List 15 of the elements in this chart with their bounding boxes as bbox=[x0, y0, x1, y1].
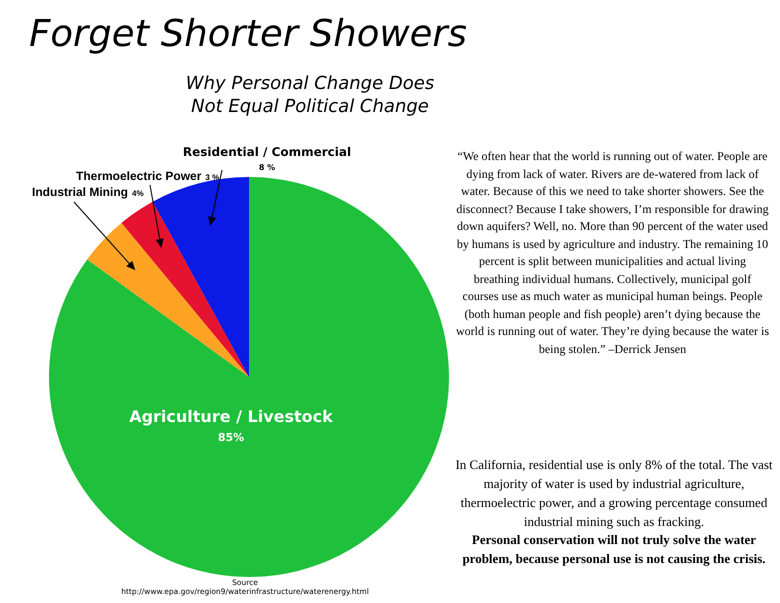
data-label: 4% bbox=[132, 189, 144, 198]
pie-slice bbox=[122, 202, 249, 377]
text: Personal conservation will not truly solve the water problem, because personal use is not causing the crisis. bbox=[461, 531, 767, 568]
chart-title: Forget Shorter Showers bbox=[28, 12, 468, 55]
data-label: 3 % bbox=[205, 173, 220, 182]
text: In California, residential use is only 8% of the total. The vast majority of water is used by industrial agriculture, thermoelectric power, and a growing percentage consumed industrial mining such as fracking. bbox=[455, 456, 773, 531]
slice-label: Thermoelectric Power bbox=[76, 169, 202, 183]
slice-label: Agriculture / Livestock bbox=[129, 407, 334, 426]
data-label: 85% bbox=[218, 431, 244, 444]
chart-subtitle: Why Personal Change Does Not Equal Political Change bbox=[184, 72, 436, 118]
data-label: 8 % bbox=[258, 163, 276, 172]
pie-slice bbox=[87, 222, 249, 377]
text: “We often hear that the world is running out of water. People are dying from lack of water. Rivers are de-watered from lack of water. Because of this we need to take shorter showers. See the disconnect? Because I take showers, I’m responsible for drawing down aquifers? Well, no. More than 90 percent of the water used by humans is used by agriculture and industry. The remaining 10 percent is split between municipalities and actual living breathing individual humans. Collectively, municipal golf courses use as much water as municipal human beings. People (both human people and fish people) aren’t dying because the world is running out of water. They’re dying because the water is being stolen.” –Derrick Jensen bbox=[456, 149, 770, 356]
slice-label: Residential / Commercial bbox=[182, 145, 352, 159]
slice-label: Industrial Mining bbox=[32, 185, 128, 199]
